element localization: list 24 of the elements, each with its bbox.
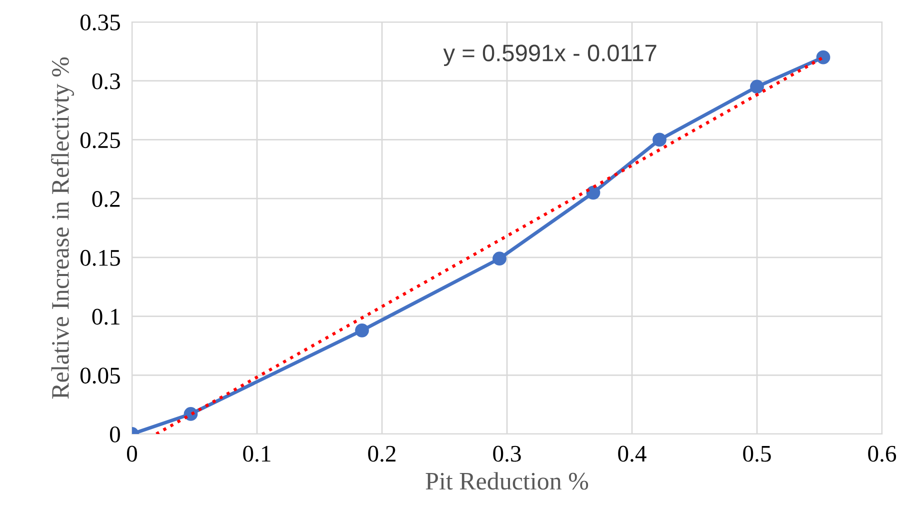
- point: [492, 252, 506, 266]
- y-tick-label: 0.35: [80, 14, 120, 31]
- x-tick-label: 0.3: [493, 446, 521, 462]
- x-tick-label: 0.1: [243, 446, 270, 462]
- y-tick-label: 0.25: [80, 132, 120, 148]
- y-tick-label: 0.15: [80, 250, 120, 266]
- point: [750, 80, 764, 94]
- x-tick-label: 0.5: [743, 446, 771, 462]
- y-tick-label: 0.3: [92, 73, 120, 90]
- y-tick-label: 0.05: [80, 368, 120, 384]
- y-tick-label: 0: [110, 426, 120, 442]
- x-axis-title: Pit Reduction %: [426, 472, 588, 490]
- point: [816, 50, 830, 64]
- annotation: y = 0.5991x - 0.0117: [443, 44, 656, 66]
- point: [586, 186, 600, 200]
- x-tick-label: 0.6: [868, 446, 896, 462]
- point: [355, 323, 369, 338]
- y-axis-title: Relative Increase in Reflectivty %: [51, 57, 74, 399]
- y-tick-label: 0.2: [92, 191, 120, 208]
- point: [652, 132, 666, 147]
- x-tick-label: 0: [126, 446, 138, 462]
- y-tick-label: 0.1: [92, 308, 120, 325]
- x-tick-label: 0.2: [368, 446, 396, 462]
- x-tick-label: 0.4: [618, 446, 646, 462]
